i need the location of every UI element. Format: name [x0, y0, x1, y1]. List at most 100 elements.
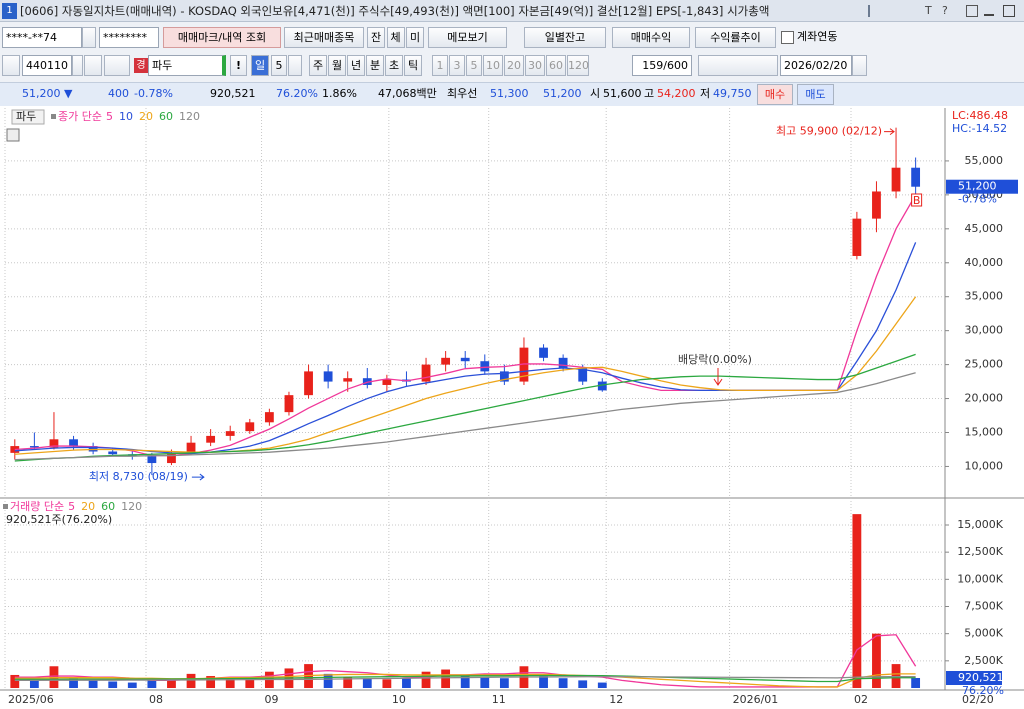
period-option[interactable]: 년: [347, 55, 365, 76]
tool-icons[interactable]: [698, 55, 778, 76]
volume-bar: [852, 514, 862, 688]
legend-entry: 20: [81, 500, 95, 513]
x-tick-label: 2025/06: [8, 693, 54, 706]
buy-mark-box: [911, 193, 923, 207]
volume-bar: [499, 678, 509, 688]
pin-button[interactable]: [966, 5, 978, 17]
tab-button[interactable]: 미: [406, 27, 424, 48]
window-tools[interactable]: [868, 5, 928, 17]
last-price-box: [946, 179, 1018, 194]
x-end-label: 02/20: [962, 693, 994, 706]
ma-line: [14, 675, 916, 682]
ex-dividend-arrow: [713, 368, 723, 386]
hc-label: HC:-14.52: [952, 122, 1007, 135]
candle-body: [578, 368, 588, 382]
yield-button[interactable]: 수익률추이: [695, 27, 776, 48]
code-dropdown[interactable]: [72, 55, 83, 76]
ma-line: [14, 353, 916, 462]
quote-change: 400: [108, 87, 129, 100]
name-input[interactable]: 파두: [148, 55, 226, 76]
candle-body: [911, 167, 921, 187]
buy-button[interactable]: 매수: [757, 84, 793, 105]
period-dropdown[interactable]: [288, 55, 302, 76]
ma-line: [14, 372, 916, 461]
y-tick-label: 10,000K: [957, 572, 1003, 585]
quote-open-label: 시: [590, 87, 601, 100]
tab-button[interactable]: 잔: [367, 27, 385, 48]
y-tick-label: 2,500K: [964, 654, 1003, 667]
recent-button[interactable]: 최근매매종목: [284, 27, 364, 48]
high-annotation: 최고 59,900 (02/12): [776, 125, 882, 138]
candle-body: [49, 439, 59, 448]
period-option[interactable]: 월: [328, 55, 346, 76]
calendar-icon[interactable]: [852, 55, 867, 76]
candle-body: [499, 371, 509, 382]
font-button[interactable]: T: [925, 4, 932, 17]
daily-button[interactable]: 일별잔고: [524, 27, 606, 48]
candle-body: [245, 422, 255, 432]
sell-button[interactable]: 매도: [797, 84, 834, 105]
period-button[interactable]: 일: [251, 55, 269, 76]
legend-entry: 60: [159, 110, 173, 123]
candle-body: [206, 435, 216, 443]
interval-option[interactable]: 20: [504, 55, 524, 76]
ex-dividend-annotation: 배당락(0.00%): [678, 353, 752, 366]
y-tick-label: 10,000: [965, 459, 1004, 472]
period-option[interactable]: 틱: [404, 55, 422, 76]
volume-bar: [382, 679, 392, 688]
code-input[interactable]: 440110: [22, 55, 72, 76]
search-icon[interactable]: [84, 55, 102, 76]
close-button[interactable]: [1003, 5, 1015, 17]
date-input[interactable]: 2026/02/20: [780, 55, 852, 76]
y-tick-label: 35,000: [965, 290, 1004, 303]
quote-high-label: 고: [644, 87, 655, 100]
quote-rate: -0.78%: [134, 87, 173, 100]
period-count[interactable]: 5: [271, 55, 287, 76]
interval-option[interactable]: 10: [483, 55, 503, 76]
volume-bar: [539, 674, 548, 688]
ma-line: [14, 674, 916, 683]
sound-icon[interactable]: [104, 55, 130, 76]
interval-option[interactable]: 5: [466, 55, 482, 76]
account-dropdown[interactable]: [82, 27, 96, 48]
candle-body: [29, 446, 39, 448]
x-tick-label: 12: [609, 693, 623, 706]
window-title: [0606] 자동일지차트(매매내역) - KOSDAQ 외국인보유[4,471…: [20, 4, 770, 18]
menu-icon[interactable]: [2, 55, 20, 76]
volume-bar: [245, 677, 255, 688]
last-volume-box: [946, 670, 1002, 685]
candle-body: [539, 347, 548, 358]
panel-icon: [6, 128, 20, 142]
interval-option[interactable]: 30: [525, 55, 545, 76]
interval-option[interactable]: 60: [546, 55, 566, 76]
interval-option[interactable]: 3: [449, 55, 465, 76]
candle-body: [362, 378, 372, 385]
y-tick-label: 15,000: [965, 426, 1004, 439]
account-input[interactable]: ****-**74: [2, 27, 82, 48]
count-input[interactable]: 159/600: [632, 55, 692, 76]
tab-button[interactable]: 체: [386, 27, 405, 48]
help-button[interactable]: ?: [942, 4, 948, 17]
legend-entry: 120: [121, 500, 142, 513]
link-checkbox[interactable]: [781, 31, 794, 44]
candle-body: [460, 357, 470, 362]
alert-button[interactable]: !: [230, 55, 247, 76]
memo-button[interactable]: 메모보기: [428, 27, 507, 48]
legend-entry: 20: [139, 110, 153, 123]
period-option[interactable]: 초: [385, 55, 403, 76]
interval-option[interactable]: 1: [432, 55, 448, 76]
candle-body: [872, 191, 881, 219]
candle-body: [225, 431, 235, 436]
period-option[interactable]: 주: [309, 55, 327, 76]
x-tick-label: 11: [492, 693, 506, 706]
period-option[interactable]: 분: [366, 55, 384, 76]
password-input[interactable]: ********: [99, 27, 159, 48]
candle-body: [597, 381, 607, 391]
window-icon: 1: [2, 3, 17, 19]
interval-option[interactable]: 120: [567, 55, 589, 76]
symbol-box: [11, 109, 45, 125]
profit-button[interactable]: 매매수익: [612, 27, 690, 48]
candle-body: [108, 451, 118, 455]
query-button[interactable]: 매매마크/내역 조회: [163, 27, 281, 48]
minimize-button[interactable]: [984, 14, 994, 16]
